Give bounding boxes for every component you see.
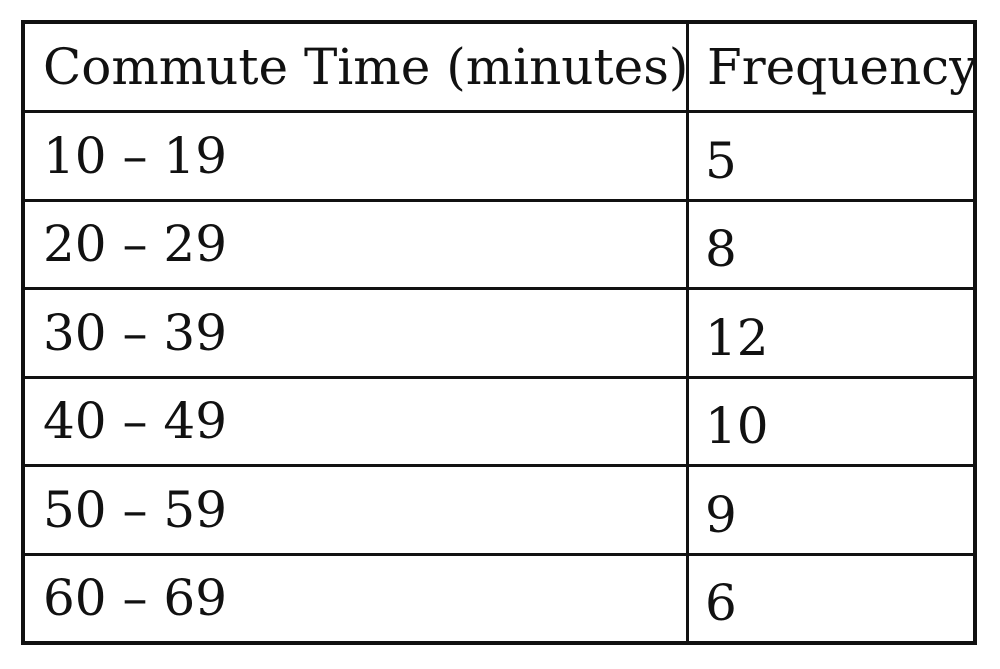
row-3-frequency: 12 (689, 287, 973, 376)
row-1-frequency: 5 (689, 110, 973, 199)
row-5-commute-time: 50 – 59 (25, 464, 689, 553)
header-frequency: Frequency (707, 38, 973, 96)
frequency-table: Commute Time (minutes) Frequency 10 – 19… (21, 20, 977, 645)
row-2-frequency: 8 (689, 198, 973, 288)
row-6-commute-time: 60 – 69 (25, 552, 689, 641)
row-3-commute-time: 30 – 39 (25, 287, 689, 376)
row-6-frequency: 6 (689, 552, 973, 642)
row-4-commute-time: 40 – 49 (25, 375, 689, 464)
row-2-commute-time: 20 – 29 (25, 198, 689, 287)
row-1-commute-time: 10 – 19 (25, 110, 689, 199)
row-4-frequency: 10 (689, 375, 973, 465)
row-5-frequency: 9 (689, 464, 973, 553)
header-commute-time: Commute Time (minutes) (25, 24, 689, 110)
